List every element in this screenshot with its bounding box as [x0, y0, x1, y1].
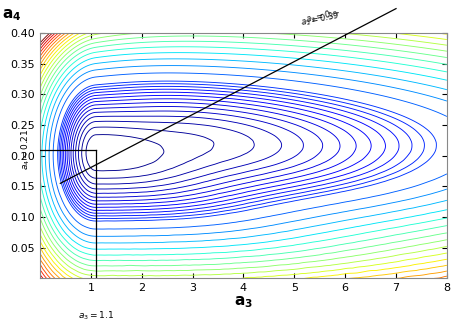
Text: $a_2 = 0.39$: $a_2 = 0.39$ [299, 9, 340, 29]
Text: $a_2 = 0.\!\!-\!\!$: $a_2 = 0.\!\!-\!\!$ [304, 6, 342, 26]
Text: $a_4 = 0.21$: $a_4 = 0.21$ [20, 129, 32, 171]
Text: $a_3 = 1.1$: $a_3 = 1.1$ [78, 309, 114, 321]
Y-axis label: $\mathbf{a_4}$: $\mathbf{a_4}$ [2, 8, 21, 23]
X-axis label: $\mathbf{a_3}$: $\mathbf{a_3}$ [233, 295, 253, 310]
